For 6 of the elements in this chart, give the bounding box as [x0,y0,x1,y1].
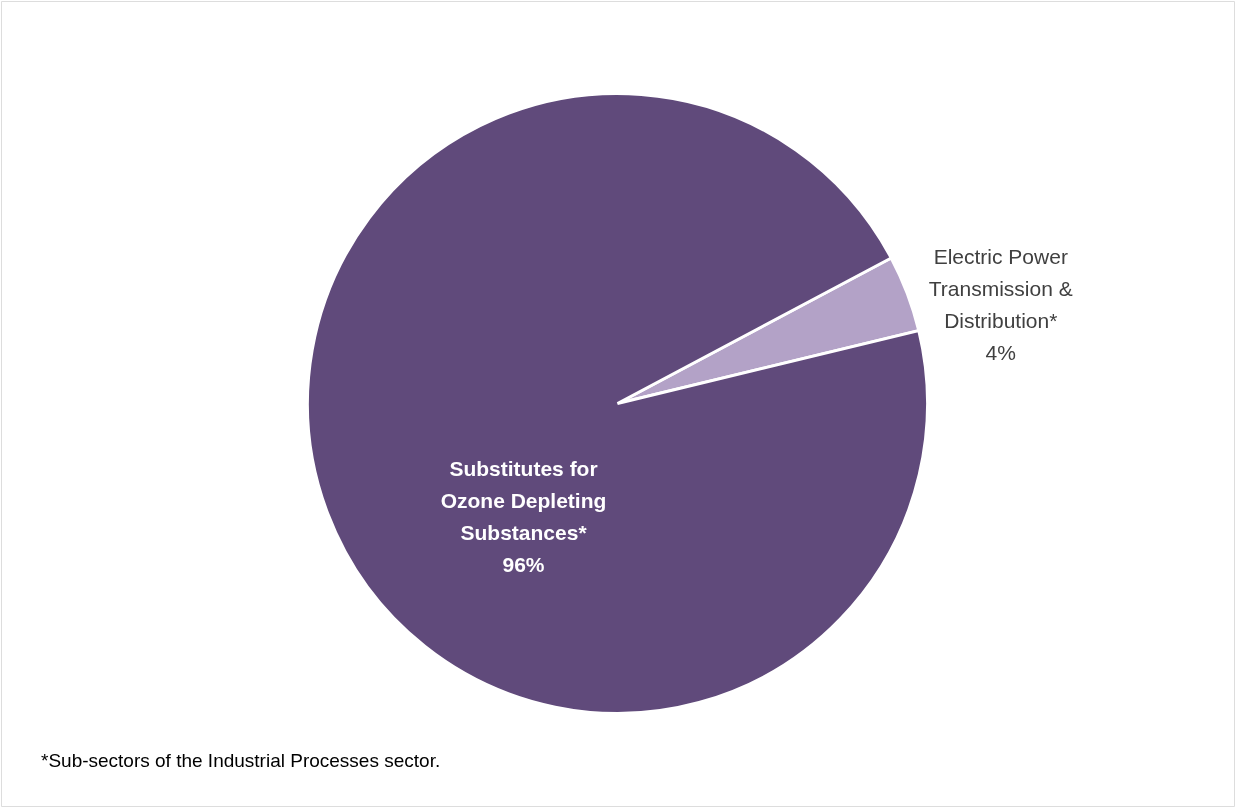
slice-label: Substitutes for Ozone Depleting Substances* [440,456,607,544]
text: *Sub-sectors of the Industrial Processes sector. [41,750,441,771]
slice-label: Electric Power Transmission & Distribution* [928,244,1073,332]
pie-slice [306,92,929,715]
data-label: 4% [985,340,1016,364]
data-label: 96% [502,552,545,576]
